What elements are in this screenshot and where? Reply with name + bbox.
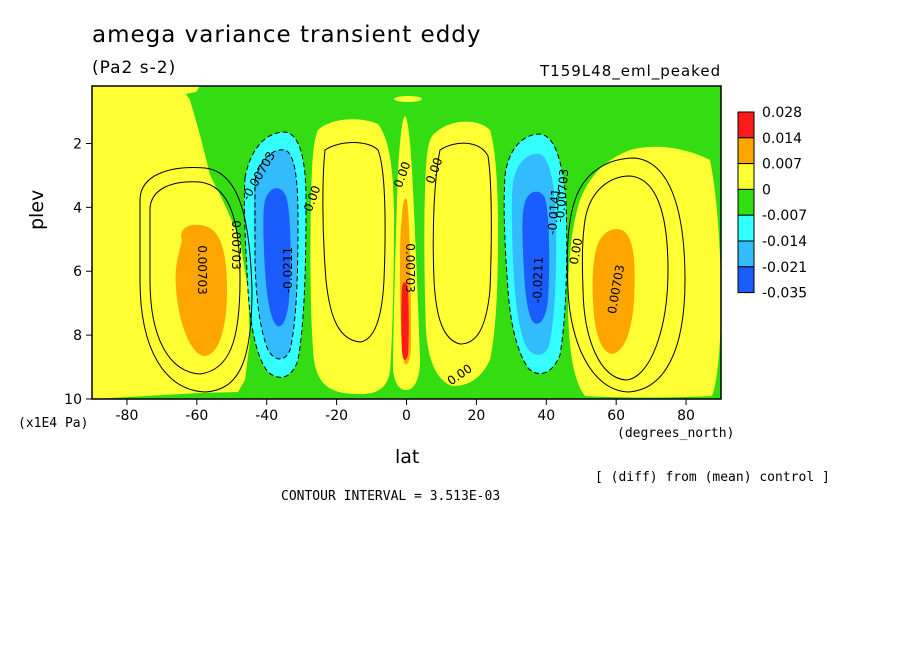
contour-lines xyxy=(139,131,686,393)
contour-region-blue-nh xyxy=(522,191,550,324)
colorbar-swatch xyxy=(737,137,755,165)
y-tick-label: 4 xyxy=(73,200,82,216)
x-tick-label: -40 xyxy=(255,408,278,424)
contour-region-yellow-center xyxy=(310,119,394,395)
x-tick-label: -60 xyxy=(185,408,208,424)
colorbar-swatch xyxy=(737,266,755,294)
y-tick-label: 2 xyxy=(73,136,82,152)
colorbar-label: 0.028 xyxy=(762,105,802,121)
contour-region-yellow-top xyxy=(92,86,200,110)
colorbar: 0.028 0.014 0.007 0 -0.007 -0.014 -0.021 -0.035 xyxy=(737,105,807,302)
contour-label: 0.00703 xyxy=(195,245,209,295)
contour-line xyxy=(139,166,253,393)
colorbar-swatch xyxy=(737,240,755,268)
contour-line xyxy=(432,142,492,345)
colorbar-swatch xyxy=(737,214,755,242)
colorbar-label: 0.014 xyxy=(762,131,802,147)
colorbar-label: -0.035 xyxy=(762,286,807,302)
x-tick-label: 0 xyxy=(402,408,411,424)
colorbar-label: -0.021 xyxy=(762,260,807,276)
run-name-label: T159L48_eml_peaked xyxy=(540,62,722,80)
contour-line xyxy=(503,133,568,375)
contour-label: -0.0211 xyxy=(281,247,295,293)
contour-region-yellow-cap xyxy=(394,96,422,102)
contour-interval-label: CONTOUR INTERVAL = 3.513E-03 xyxy=(281,489,501,504)
x-axis-unit: (degrees_north) xyxy=(617,426,735,441)
contour-line xyxy=(149,181,241,375)
colorbar-label: 0 xyxy=(762,182,771,198)
x-tick-label: 20 xyxy=(467,408,485,424)
colorbar-swatch xyxy=(737,163,755,190)
contour-line xyxy=(566,157,686,393)
contour-line xyxy=(254,149,299,360)
colorbar-label: -0.007 xyxy=(762,208,807,224)
y-axis-unit: (x1E4 Pa) xyxy=(18,416,89,431)
y-tick-label: 8 xyxy=(73,328,82,344)
x-axis-label: lat xyxy=(395,446,420,468)
contour-region-yellow-nh xyxy=(568,146,721,398)
contour-label: 0.00703 xyxy=(229,220,243,270)
contour-region-orange-nh xyxy=(592,229,635,354)
x-tick-label: 60 xyxy=(607,408,625,424)
contour-label: 0.00 xyxy=(567,237,585,266)
units-label: (Pa2 s-2) xyxy=(92,58,177,78)
colorbar-swatch xyxy=(737,111,755,139)
y-tick-label: 6 xyxy=(73,264,82,280)
y-axis: 2 4 6 8 10 xyxy=(64,136,92,408)
contour-label: -0.0141 xyxy=(545,188,563,235)
contour-label: -0.0211 xyxy=(530,256,546,303)
contour-label: -0.00703 xyxy=(553,168,572,223)
contour-region-yellow-center-n xyxy=(424,121,498,387)
colorbar-swatch xyxy=(737,188,755,216)
colorbar-label: 0.007 xyxy=(762,157,802,173)
chart-title: amega variance transient eddy xyxy=(92,22,482,48)
x-axis: -80 -60 -40 -20 0 20 40 60 80 xyxy=(116,399,695,424)
x-tick-label: 80 xyxy=(677,408,695,424)
diff-note: [ (diff) from (mean) control ] xyxy=(595,470,830,485)
contour-region-orange-sh xyxy=(175,224,227,356)
y-tick-label: 10 xyxy=(64,392,82,408)
contour-region-red-equator xyxy=(401,282,409,360)
contour-region-blue-sh xyxy=(263,188,291,327)
contour-label: 0.00703 xyxy=(403,243,417,293)
contour-line xyxy=(243,131,307,378)
x-tick-label: -20 xyxy=(325,408,348,424)
contour-line xyxy=(581,175,669,381)
x-tick-label: -80 xyxy=(116,408,139,424)
colorbar-label: -0.014 xyxy=(762,234,807,250)
contour-line xyxy=(322,142,386,343)
x-tick-label: 40 xyxy=(537,408,555,424)
